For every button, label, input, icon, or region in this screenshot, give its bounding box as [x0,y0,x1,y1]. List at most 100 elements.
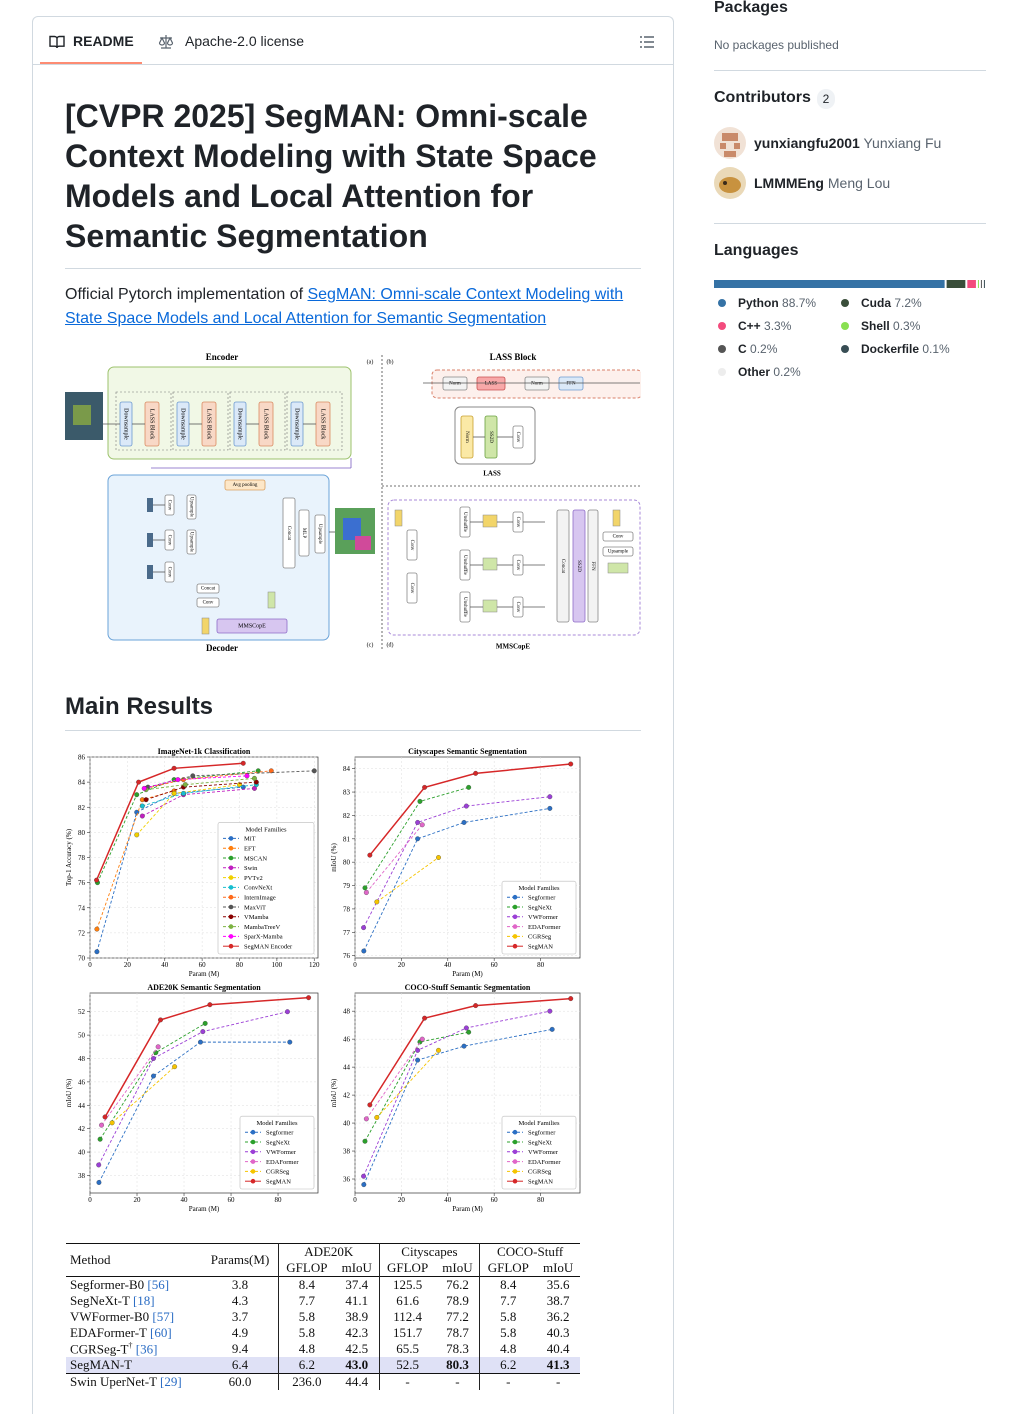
y-tick-label: 38 [343,1148,351,1156]
data-point [367,852,373,858]
value-cell: 78.3 [446,1341,469,1357]
block-label: Upsample [608,550,629,555]
value-cell: 40.3 [546,1325,570,1340]
data-point [463,1025,469,1031]
contributor[interactable]: LMMMEng Meng Lou [754,175,890,191]
block [558,376,584,391]
data-point [461,1043,467,1049]
language-item[interactable]: Other 0.2% [718,365,801,379]
series-line [95,762,244,881]
block-label: Norm [464,431,469,443]
value-cell: 41.3 [546,1357,570,1373]
legend-marker [250,1159,256,1164]
data-point [134,832,140,838]
legend-title: Model Families [519,1120,560,1127]
data-point [96,1180,102,1185]
data-point [419,1036,425,1042]
y-tick-label: 48 [343,1008,351,1016]
language-item[interactable]: Dockerfile 0.1% [841,342,950,356]
language-item[interactable]: C 0.2% [718,342,777,356]
block-label: Conv [515,432,520,443]
x-tick-label: 60 [491,1196,499,1204]
block [186,529,197,555]
legend-label: EFT [244,846,256,853]
intro-text: Official Pytorch implementation of [65,286,308,303]
language-dot [841,299,849,307]
contributors-count: 2 [817,89,835,109]
x-tick-label: 80 [537,1196,545,1204]
paper-link[interactable]: SegMAN: Omni-scale Context Modeling with… [65,286,624,327]
contributor-login: yunxiangfu2001 [754,135,860,151]
language-percent: 0.2% [773,365,801,379]
value-cell: 236.0 [277,1373,335,1391]
citation: [57] [152,1309,175,1324]
packages-heading[interactable]: Packages [714,0,788,16]
method-cell: SegNeXt-T [18] [66,1293,202,1309]
legend-label: VWFormer [528,1149,559,1156]
legend-label: MSCAN [244,855,267,862]
value-cell: 38.9 [345,1309,369,1324]
data-point [97,1136,103,1142]
contributor[interactable]: yunxiangfu2001 Yunxiang Fu [754,135,941,151]
series-line [146,777,255,791]
y-tick-label: 46 [343,1036,351,1044]
data-point [151,1073,156,1079]
block-label: Conv [203,601,214,606]
legend-marker [512,1169,518,1174]
block-label: Upsample [188,532,193,553]
data-point [417,798,423,804]
y-tick-label: 46 [78,1078,86,1086]
y-tick-label: 78 [343,905,351,913]
language-item[interactable]: Shell 0.3% [841,319,920,333]
legend-marker [512,1178,518,1184]
language-segment [714,280,945,288]
x-tick-label: 20 [398,961,406,969]
legend-marker [250,1129,256,1135]
data-point [374,899,380,905]
readme-tab[interactable]: README [73,33,134,49]
legend-title: Model Families [519,885,560,892]
data-point [466,784,472,790]
value-cell: 77.2 [446,1309,469,1324]
x-tick-label: 60 [199,961,207,969]
legend-marker [228,914,234,920]
y-tick-label: 42 [343,1092,351,1100]
stage [172,391,229,451]
language-item[interactable]: Python 88.7% [718,296,816,310]
table-row: Segformer-B0 [56] 3.8 8.4 37.4 125.5 76.2 8.4 3… [66,1276,580,1293]
value-cell: 35.6 [546,1277,570,1292]
language-item[interactable]: C++ 3.3% [718,319,791,333]
legend-marker [228,924,234,929]
series-line [363,796,550,928]
outline-button[interactable] [639,34,655,50]
citation: [18] [132,1293,155,1308]
avatar[interactable] [714,127,746,159]
language-item[interactable]: Cuda 7.2% [841,296,922,310]
divider [714,223,986,224]
value-cell: 8.4 [479,1276,537,1293]
language-dot [841,322,849,330]
data-point [171,765,177,771]
language-name: Python [738,296,779,310]
avatar[interactable] [714,167,746,199]
contributor-login: LMMMEng [754,175,824,191]
data-point [415,819,421,825]
data-point [109,1120,115,1126]
data-point [252,775,257,781]
value-cell: 151.7 [378,1325,436,1341]
y-tick-label: 81 [343,835,351,843]
series-line [98,1041,290,1183]
y-tick-label: 36 [343,1176,351,1184]
data-point [153,1050,159,1056]
contributors-heading[interactable]: Contributors [714,89,811,106]
y-tick-label: 70 [78,955,86,963]
contributor-name: Meng Lou [827,175,891,191]
language-bar [714,280,985,288]
block-label: LASS Block [149,409,155,440]
method-cell: CGRSeg-T† [36] [66,1341,202,1357]
data-point [240,760,246,766]
block-label: FFN [566,382,576,387]
legend-marker [228,885,234,890]
license-tab[interactable]: Apache-2.0 license [185,33,305,49]
block-label: Conv [166,567,171,578]
